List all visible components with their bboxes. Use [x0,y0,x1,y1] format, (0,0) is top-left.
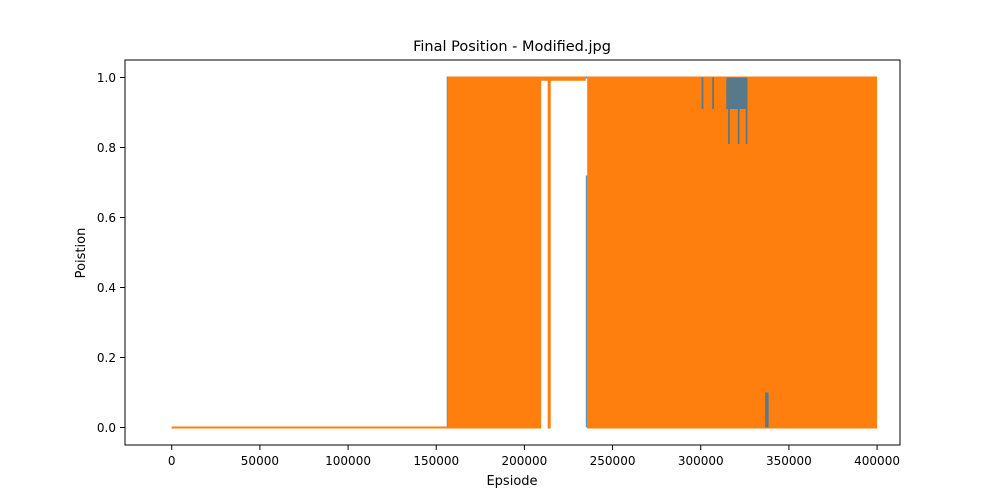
y-tick-label: 0.8 [97,141,116,155]
series-orange-block-1 [541,76,586,81]
y-tick-label: 0.0 [97,421,116,435]
series-layer [171,76,878,429]
y-tick-label: 0.6 [97,211,116,225]
x-tick-label: 250000 [590,454,636,468]
x-axis-label: Epsiode [486,474,537,489]
series-blue-segment-6 [765,392,769,428]
y-tick-label: 0.2 [97,351,116,365]
x-tick-label: 200000 [501,454,547,468]
series-blue-segment-4 [737,109,740,144]
y-tick-label: 1.0 [97,71,116,85]
x-tick-label: 100000 [325,454,371,468]
y-axis-label: Poistion [74,228,89,279]
series-blue-segment-7 [585,175,588,428]
series-blue-segment-2 [726,77,748,109]
plot-frame [124,59,901,446]
series-blue-segment-3 [728,109,730,144]
x-axis: 0 50000 100000 150000 200000 250000 300000 3500… [168,445,900,468]
x-tick-label: 0 [168,454,176,468]
series-orange-block-2 [547,76,551,429]
x-tick-label: 300000 [678,454,724,468]
x-tick-label: 50000 [241,454,279,468]
chart-title: Final Position - Modified.jpg [413,39,611,55]
series-blue-segment-0 [701,77,704,109]
series-orange-block-0 [447,76,542,429]
series-blue-segment-1 [712,77,714,109]
y-axis: 0.0 0.2 0.4 0.6 0.8 1.0 [97,71,125,435]
x-tick-label: 150000 [413,454,459,468]
y-tick-label: 0.4 [97,281,116,295]
x-tick-label: 350000 [766,454,812,468]
x-tick-label: 400000 [854,454,900,468]
series-orange-block-3 [587,76,878,429]
series-blue-segment-5 [745,109,748,144]
